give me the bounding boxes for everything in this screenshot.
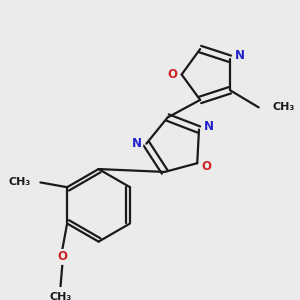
Text: CH₃: CH₃ (272, 102, 294, 112)
Text: CH₃: CH₃ (9, 177, 31, 188)
Text: CH₃: CH₃ (49, 292, 72, 300)
Text: O: O (167, 68, 177, 81)
Text: N: N (203, 120, 214, 133)
Text: N: N (235, 50, 244, 62)
Text: N: N (132, 137, 142, 150)
Text: O: O (57, 250, 68, 263)
Text: O: O (202, 160, 212, 172)
